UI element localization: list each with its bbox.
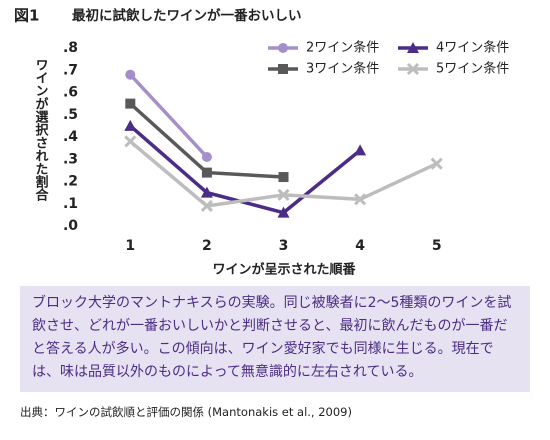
marker (201, 152, 212, 163)
x-tick-label: 4 (355, 238, 365, 254)
marker (200, 199, 213, 213)
legend-label: 3ワイン条件 (306, 61, 379, 77)
series-line (129, 102, 284, 179)
marker (125, 98, 136, 109)
caption: ブロック大学のマントナキスらの実験。同じ被験者に2～5種類のワインを試飲させ、ど… (20, 286, 530, 392)
marker (277, 188, 290, 201)
marker (278, 43, 288, 53)
marker (124, 119, 137, 131)
marker (354, 193, 367, 206)
y-tick-label: .7 (63, 62, 78, 78)
legend-label: 4ワイン条件 (436, 40, 509, 56)
marker (278, 64, 288, 74)
y-tick-label: .4 (63, 129, 78, 145)
x-tick-label: 3 (279, 238, 289, 254)
series-line (129, 124, 362, 215)
marker (430, 157, 443, 170)
y-tick-label: .3 (63, 151, 78, 167)
y-tick-label: .6 (63, 85, 78, 101)
marker (125, 69, 136, 80)
x-tick-label: 2 (202, 238, 212, 254)
series-line (129, 73, 209, 159)
chart: 図1 最初に試飲したワインが一番おいしい ワインが呈示された順番 ワインが選択さ… (14, 7, 509, 278)
marker (407, 42, 419, 53)
x-axis-label: ワインが呈示された順番 (212, 262, 356, 278)
chart-title: 最初に試飲したワインが一番おいしい (72, 7, 302, 24)
legend-item: 2ワイン条件 (268, 40, 379, 56)
legend-item: 5ワイン条件 (398, 61, 509, 77)
y-axis-label: ワインが選択された割合 (33, 58, 49, 202)
x-tick-label: 5 (432, 238, 442, 254)
marker (201, 167, 212, 178)
y-tick-label: .2 (63, 174, 78, 190)
y-tick-label: .5 (63, 107, 78, 123)
marker (200, 186, 213, 198)
x-tick-label: 1 (125, 238, 135, 254)
legend-item: 4ワイン条件 (398, 40, 509, 56)
marker (278, 172, 289, 183)
legend-label: 2ワイン条件 (306, 40, 379, 56)
y-tick-label: .0 (63, 218, 78, 234)
marker (406, 62, 420, 76)
y-tick-label: .8 (63, 40, 78, 56)
marker (277, 206, 290, 218)
y-tick-label: .1 (63, 196, 78, 212)
legend-label: 5ワイン条件 (436, 61, 509, 77)
legend-item: 3ワイン条件 (268, 61, 379, 77)
marker (124, 135, 137, 148)
figure-label: 図1 (14, 7, 39, 25)
source: 出典：ワインの試飲順と評価の関係 (Mantonakis et al., 200… (20, 405, 352, 419)
marker (354, 144, 367, 156)
